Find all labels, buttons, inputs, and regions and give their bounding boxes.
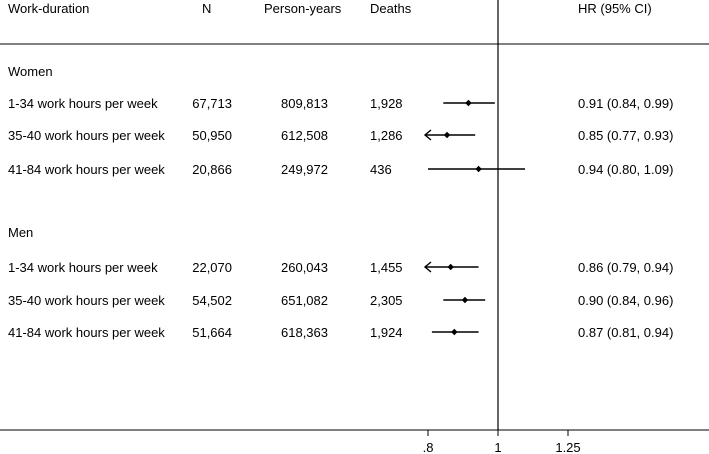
women-row-2-point-estimate bbox=[443, 131, 451, 139]
men-row-1-n: 22,070 bbox=[192, 260, 232, 275]
men-row-3-label: 41-84 work hours per week bbox=[8, 325, 165, 340]
women-row-1-deaths: 1,928 bbox=[370, 96, 403, 111]
header-n: N bbox=[202, 1, 211, 16]
men-row-1-hr-text: 0.86 (0.79, 0.94) bbox=[578, 260, 673, 275]
women-row-2-deaths: 1,286 bbox=[370, 128, 403, 143]
header-work-duration: Work-duration bbox=[8, 1, 89, 16]
men-row-1-label: 1-34 work hours per week bbox=[8, 260, 158, 275]
men-row-3-deaths: 1,924 bbox=[370, 325, 403, 340]
men-row-2-n: 54,502 bbox=[192, 293, 232, 308]
women-row-2-person-years: 612,508 bbox=[281, 128, 328, 143]
men-row-3-person-years: 618,363 bbox=[281, 325, 328, 340]
women-row-1-person-years: 809,813 bbox=[281, 96, 328, 111]
axis-layer: .8 1 1.25 bbox=[423, 0, 581, 454]
header-hr-ci: HR (95% CI) bbox=[578, 1, 652, 16]
women-row-2-hr-text: 0.85 (0.77, 0.93) bbox=[578, 128, 673, 143]
women-row-3-deaths: 436 bbox=[370, 162, 392, 177]
men-row-2-point-estimate bbox=[461, 296, 469, 304]
men-row-1-person-years: 260,043 bbox=[281, 260, 328, 275]
header-deaths: Deaths bbox=[370, 1, 412, 16]
men-row-1-deaths: 1,455 bbox=[370, 260, 403, 275]
women-row-1-hr-text: 0.91 (0.84, 0.99) bbox=[578, 96, 673, 111]
men-row-3-n: 51,664 bbox=[192, 325, 232, 340]
men-row-3-hr-text: 0.87 (0.81, 0.94) bbox=[578, 325, 673, 340]
x-tick-label: 1 bbox=[494, 440, 501, 454]
men-row-1-point-estimate bbox=[447, 263, 454, 271]
women-row-3-hr-text: 0.94 (0.80, 1.09) bbox=[578, 162, 673, 177]
women-row-2-ci-truncation-arrow bbox=[423, 129, 432, 141]
header-person-years: Person-years bbox=[264, 1, 342, 16]
women-row-1-label: 1-34 work hours per week bbox=[8, 96, 158, 111]
x-tick-label: .8 bbox=[423, 440, 434, 454]
men-row-2-person-years: 651,082 bbox=[281, 293, 328, 308]
men-row-2-hr-text: 0.90 (0.84, 0.96) bbox=[578, 293, 673, 308]
women-row-1-n: 67,713 bbox=[192, 96, 232, 111]
men-row-3-point-estimate bbox=[451, 328, 458, 336]
group-label-men: Men bbox=[8, 225, 33, 240]
group-label-women: Women bbox=[8, 64, 53, 79]
women-row-3-point-estimate bbox=[475, 165, 482, 173]
women-row-3-person-years: 249,972 bbox=[281, 162, 328, 177]
rows-layer: 1-34 work hours per week 67,713 809,813 1,9… bbox=[8, 96, 673, 340]
men-row-2-label: 35-40 work hours per week bbox=[8, 293, 165, 308]
women-row-3-label: 41-84 work hours per week bbox=[8, 162, 165, 177]
women-row-2-label: 35-40 work hours per week bbox=[8, 128, 165, 143]
women-row-2-n: 50,950 bbox=[192, 128, 232, 143]
men-row-1-ci-truncation-arrow bbox=[423, 261, 432, 273]
x-tick-label: 1.25 bbox=[555, 440, 580, 454]
women-row-3-n: 20,866 bbox=[192, 162, 232, 177]
men-row-2-deaths: 2,305 bbox=[370, 293, 403, 308]
women-row-1-point-estimate bbox=[465, 99, 472, 107]
